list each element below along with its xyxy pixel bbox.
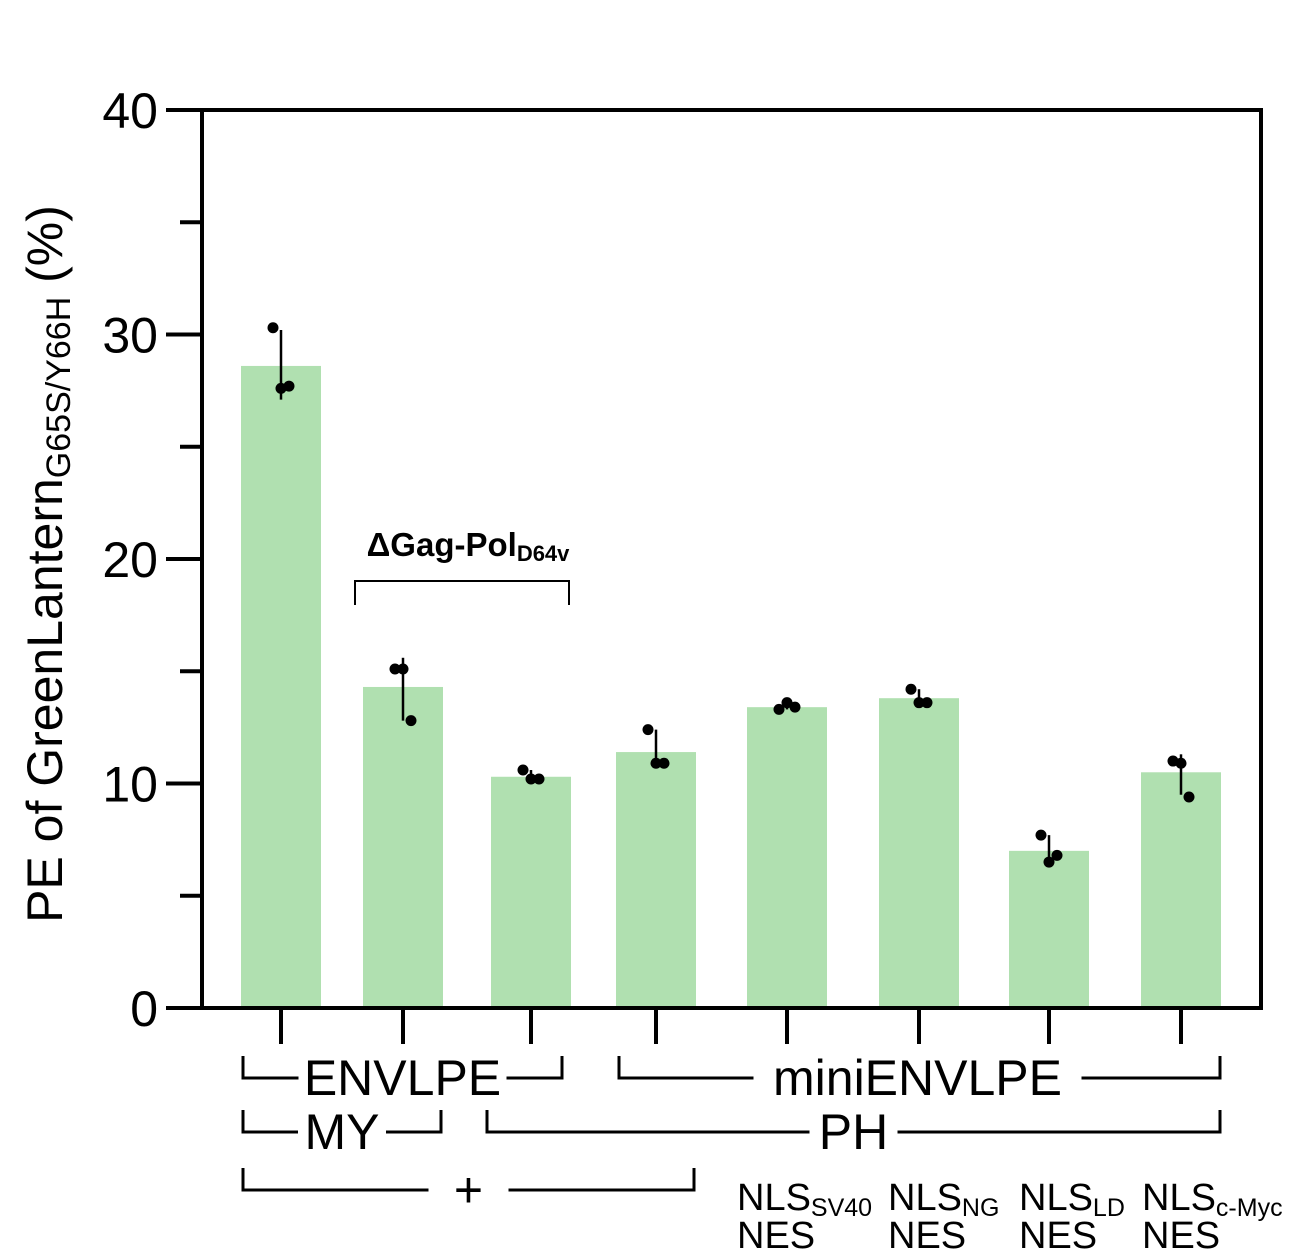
bar-7 xyxy=(1141,772,1221,1008)
group-label-1-1: PH xyxy=(819,1104,888,1160)
condition-label-nls-sub-0: SV40 xyxy=(811,1194,872,1222)
bar-3 xyxy=(616,752,696,1008)
group-label-0-0: ENVLPE xyxy=(304,1050,501,1106)
annotation-label-main: ΔGag-Pol xyxy=(367,526,517,563)
data-point-6-2 xyxy=(1051,849,1063,861)
bar-1 xyxy=(363,686,443,1008)
data-point-0-2 xyxy=(283,380,295,392)
data-point-5-1 xyxy=(913,697,925,709)
x-axis-ticks xyxy=(279,1008,1183,1044)
group-bracket-right-1-0 xyxy=(386,1110,443,1134)
group-label-2-0: + xyxy=(454,1162,483,1218)
y-axis-label: PE of GreenLanternG65S/Y66H (%) xyxy=(17,205,78,923)
bar-5 xyxy=(879,698,959,1008)
data-point-2-1 xyxy=(525,773,537,785)
data-point-4-2 xyxy=(789,701,801,713)
group-bracket-left-0-1 xyxy=(617,1056,754,1080)
data-point-6-1 xyxy=(1043,856,1055,868)
condition-label-nls-0: NLSSV40 xyxy=(737,1177,872,1222)
data-point-1-0 xyxy=(389,663,401,675)
group-bracket-left-1-0 xyxy=(241,1110,298,1134)
condition-label-nls-3: NLSc-Myc xyxy=(1142,1177,1283,1222)
annotation-label: ΔGag-PolD64v xyxy=(367,526,571,566)
y-tick-label-1: 10 xyxy=(102,757,158,813)
condition-label-nls-main-2: NLS xyxy=(1019,1177,1093,1219)
bar-2 xyxy=(491,776,571,1008)
group-bracket-right-1-1 xyxy=(897,1110,1222,1134)
data-point-3-1 xyxy=(650,757,662,769)
group-bracket-right-0-1 xyxy=(1081,1056,1222,1080)
data-point-7-1 xyxy=(1175,757,1187,769)
group-bracket-right-0-0 xyxy=(506,1056,564,1080)
data-point-4-0 xyxy=(773,703,785,715)
y-axis: 0 10 20 30 40 xyxy=(102,83,202,1037)
condition-label-nls-main-0: NLS xyxy=(737,1177,811,1219)
data-point-5-2 xyxy=(921,697,933,709)
data-point-2-2 xyxy=(533,773,545,785)
condition-label-nes-2: NES xyxy=(1019,1215,1097,1250)
annotation-label-sub: D64v xyxy=(517,541,570,566)
data-point-2-0 xyxy=(517,764,529,776)
bars-layer xyxy=(241,365,1221,1008)
y-axis-label-suffix: (%) xyxy=(17,205,73,297)
data-point-7-2 xyxy=(1183,791,1195,803)
data-points-layer xyxy=(267,322,1195,868)
y-axis-label-sub: G65S/Y66H xyxy=(40,297,78,478)
y-axis-label-main: PE of GreenLantern xyxy=(17,478,73,923)
condition-label-nes-3: NES xyxy=(1142,1215,1220,1250)
group-bracket-right-2-0 xyxy=(508,1168,696,1192)
data-point-6-0 xyxy=(1035,829,1047,841)
condition-label-nls-1: NLSNG xyxy=(888,1177,999,1222)
condition-label-nls-sub-2: LD xyxy=(1093,1194,1125,1222)
condition-label-nls-main-1: NLS xyxy=(888,1177,962,1219)
group-bracket-left-1-1 xyxy=(485,1110,810,1134)
data-point-1-1 xyxy=(397,663,409,675)
y-tick-label-2: 20 xyxy=(102,532,158,588)
group-label-1-0: MY xyxy=(305,1104,380,1160)
condition-label-nls-sub-1: NG xyxy=(962,1194,1000,1222)
y-tick-label-4: 40 xyxy=(102,83,158,139)
bar-6 xyxy=(1009,850,1089,1008)
data-point-1-2 xyxy=(405,715,417,727)
plot-frame xyxy=(200,108,1263,1010)
condition-label-nes-0: NES xyxy=(737,1215,815,1250)
bar-0 xyxy=(241,365,321,1008)
data-point-0-0 xyxy=(267,322,279,334)
annotation-bracket-line xyxy=(354,580,570,605)
condition-label-nes-1: NES xyxy=(888,1215,966,1250)
data-point-4-1 xyxy=(781,697,793,709)
condition-label-nls-2: NLSLD xyxy=(1019,1177,1125,1222)
group-bracket-left-2-0 xyxy=(241,1168,429,1192)
data-point-3-0 xyxy=(642,724,654,736)
group-bracket-left-0-0 xyxy=(241,1056,299,1080)
bar-4 xyxy=(747,707,827,1008)
group-label-0-1: miniENVLPE xyxy=(773,1050,1062,1106)
data-point-5-0 xyxy=(905,683,917,695)
group-brackets: ENVLPE miniENVLPE MY PH + xyxy=(241,1050,1222,1218)
condition-label-nls-sub-3: c-Myc xyxy=(1216,1194,1283,1222)
condition-label-nls-main-3: NLS xyxy=(1142,1177,1216,1219)
data-point-3-2 xyxy=(658,757,670,769)
y-tick-label-3: 30 xyxy=(102,308,158,364)
y-tick-label-0: 0 xyxy=(130,981,158,1037)
annotation-bracket: ΔGag-PolD64v xyxy=(354,526,571,605)
